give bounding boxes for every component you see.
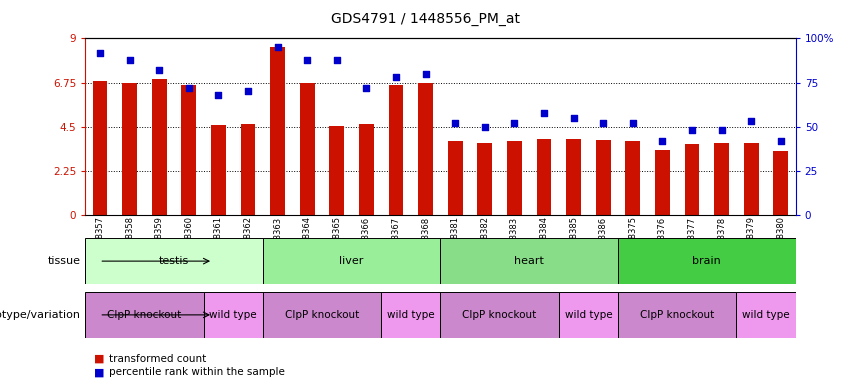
Text: heart: heart	[514, 256, 544, 266]
Point	[152, 67, 166, 73]
Bar	[122, 83, 137, 215]
Bar	[618, 238, 796, 284]
Text: ■: ■	[94, 367, 104, 377]
Bar	[270, 47, 285, 215]
Text: percentile rank within the sample: percentile rank within the sample	[109, 367, 285, 377]
Bar	[418, 83, 433, 215]
Point	[271, 44, 284, 50]
Bar	[211, 125, 226, 215]
Point	[389, 74, 403, 80]
Bar	[381, 292, 441, 338]
Point	[182, 85, 196, 91]
Point	[448, 120, 462, 126]
Text: brain: brain	[693, 256, 722, 266]
Bar	[263, 292, 381, 338]
Bar	[389, 84, 403, 215]
Text: liver: liver	[340, 256, 363, 266]
Bar	[300, 83, 315, 215]
Bar	[477, 143, 492, 215]
Bar	[774, 151, 788, 215]
Bar	[537, 139, 551, 215]
Text: ClpP knockout: ClpP knockout	[107, 310, 181, 320]
Bar	[203, 292, 263, 338]
Bar	[85, 292, 203, 338]
Bar	[181, 84, 196, 215]
Point	[715, 127, 728, 133]
Text: wild type: wild type	[742, 310, 790, 320]
Bar	[714, 143, 729, 215]
Point	[212, 92, 226, 98]
Bar	[559, 292, 618, 338]
Point	[241, 88, 254, 94]
Text: genotype/variation: genotype/variation	[0, 310, 81, 320]
Bar	[655, 150, 670, 215]
Text: testis: testis	[159, 256, 189, 266]
Bar	[93, 81, 107, 215]
Point	[537, 109, 551, 116]
Point	[123, 56, 136, 63]
Text: tissue: tissue	[48, 256, 81, 266]
Bar	[441, 238, 618, 284]
Bar	[744, 143, 759, 215]
Bar	[263, 238, 441, 284]
Bar	[566, 139, 581, 215]
Bar	[618, 292, 736, 338]
Point	[626, 120, 640, 126]
Text: wild type: wild type	[209, 310, 257, 320]
Text: GDS4791 / 1448556_PM_at: GDS4791 / 1448556_PM_at	[331, 12, 520, 25]
Bar	[596, 141, 611, 215]
Text: ■: ■	[94, 354, 104, 364]
Point	[655, 138, 669, 144]
Bar	[441, 292, 559, 338]
Point	[93, 50, 106, 56]
Bar	[241, 124, 255, 215]
Point	[330, 56, 344, 63]
Bar	[685, 144, 700, 215]
Point	[685, 127, 699, 133]
Text: ClpP knockout: ClpP knockout	[285, 310, 359, 320]
Bar	[329, 126, 344, 215]
Point	[507, 120, 521, 126]
Bar	[625, 141, 640, 215]
Bar	[736, 292, 796, 338]
Point	[419, 71, 432, 77]
Point	[774, 138, 788, 144]
Bar	[507, 141, 522, 215]
Text: wild type: wild type	[564, 310, 612, 320]
Bar	[85, 238, 263, 284]
Point	[360, 85, 374, 91]
Text: wild type: wild type	[387, 310, 435, 320]
Point	[597, 120, 610, 126]
Bar	[448, 141, 463, 215]
Point	[300, 56, 314, 63]
Bar	[151, 79, 167, 215]
Text: transformed count: transformed count	[109, 354, 206, 364]
Point	[478, 124, 492, 130]
Text: ClpP knockout: ClpP knockout	[462, 310, 537, 320]
Bar	[359, 124, 374, 215]
Text: ClpP knockout: ClpP knockout	[640, 310, 714, 320]
Point	[567, 115, 580, 121]
Point	[745, 118, 758, 124]
